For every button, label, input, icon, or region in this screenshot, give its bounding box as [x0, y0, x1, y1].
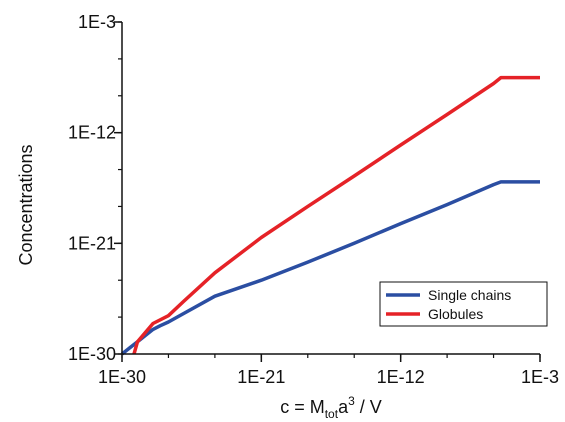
series-layer [120, 75, 540, 356]
x-tick-label: 1E-30 [98, 367, 146, 387]
x-tick-label: 1E-3 [521, 367, 559, 387]
y-tick-label: 1E-12 [68, 123, 116, 143]
series-line-globules [132, 75, 540, 355]
x-axis-title-main: c = M [280, 397, 325, 417]
y-axis-title: Concentrations [16, 144, 36, 265]
axes-layer: 1E-30 1E-21 1E-12 1E-3 1E-30 1E-21 1E-12 1E-3 [68, 12, 559, 387]
x-tick-label: 1E-12 [377, 367, 425, 387]
x-axis-title: c = Mtota3 / V [280, 394, 382, 421]
y-tick-label: 1E-30 [68, 344, 116, 364]
y-tick-label: 1E-21 [68, 233, 116, 253]
legend-box [379, 281, 548, 327]
x-tick-label: 1E-21 [237, 367, 285, 387]
x-axis-title-sub: tot [325, 407, 339, 421]
x-axis-title-rest: a [338, 397, 349, 417]
x-axis-title-sup: 3 [348, 394, 355, 408]
legend: Single chains Globules [379, 281, 548, 327]
legend-label-single-chains: Single chains [428, 287, 511, 303]
legend-label-globules: Globules [428, 306, 483, 322]
y-tick-label: 1E-3 [78, 12, 116, 32]
series-line-single-chains [120, 180, 540, 356]
x-axis-title-tail: / V [355, 397, 382, 417]
